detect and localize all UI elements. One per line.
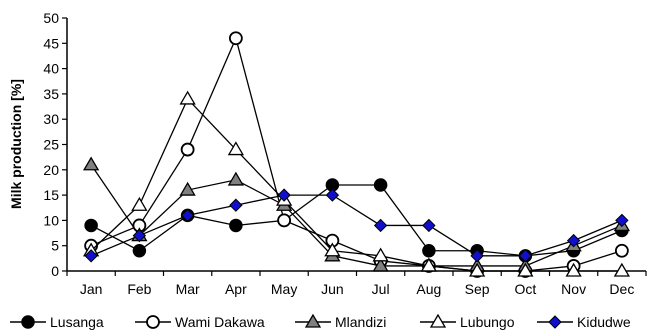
data-point [372,257,389,272]
x-tick-label: Mar [176,281,200,297]
data-point [229,218,243,233]
x-tick-label: Jul [372,281,390,297]
legend-entry: Lusanga [10,314,104,330]
data-point [227,171,245,186]
data-point [324,242,341,257]
series-line [90,194,623,257]
legend-marker [21,315,35,329]
legend-label: Lubungo [460,314,515,330]
series-line [90,184,623,257]
data-point [277,188,291,202]
legend-marker [146,315,160,329]
legend-marker [304,313,322,328]
data-point [132,228,147,243]
data-point [180,142,195,157]
y-tick-label: 35 [43,86,59,102]
data-point [131,196,148,211]
legend-label: Wami Dakawa [175,314,265,330]
y-tick-label: 15 [43,187,59,203]
data-point [422,244,436,258]
y-axis-title: Milk production [%] [8,79,24,209]
data-point [566,233,581,248]
legend-entry: Wami Dakawa [135,314,265,330]
y-tick-label: 40 [43,61,59,77]
legend-entry: Lubungo [420,313,515,330]
x-tick-label: Jan [80,281,103,297]
axes [62,17,647,276]
legend-label: Mlandizi [335,314,386,330]
legend-entry: Kidudwe [537,314,631,330]
data-point [373,178,388,192]
legend-label: Kidudwe [577,314,631,330]
x-tick-label: Jun [321,281,344,297]
data-point [325,188,340,202]
y-tick-label: 30 [43,111,59,127]
data-point [277,213,292,228]
x-tick-label: Feb [127,281,151,297]
data-point [372,247,389,262]
legend-marker [548,315,562,329]
data-point [613,262,631,277]
data-point [373,218,388,233]
y-tick-label: 25 [43,137,59,153]
data-point [422,218,436,233]
legend-entry: Mlandizi [295,313,386,330]
data-point [132,244,147,258]
x-tick-label: May [271,281,297,297]
y-tick-label: 20 [43,162,59,178]
x-tick-label: Sep [465,281,490,297]
x-tick-label: Oct [514,281,536,297]
data-point [84,218,98,233]
series-kidudwe [84,188,629,263]
data-point [468,262,486,277]
data-point [179,181,196,196]
series-line [90,164,623,267]
legend-marker [429,313,447,328]
x-tick-label: Apr [225,281,247,297]
y-tick-label: 10 [43,212,59,228]
x-tick-label: Dec [609,281,634,297]
data-point [228,31,243,46]
data-point [470,249,484,263]
legend-label: Lusanga [50,314,104,330]
data-point [615,213,629,228]
series-line [90,36,623,272]
data-point [179,90,196,105]
data-point [229,198,243,212]
data-point [518,249,533,263]
data-point [420,257,438,272]
data-point [84,249,98,263]
x-tick-label: Nov [561,281,586,297]
data-point [227,141,245,156]
y-tick-label: 45 [43,35,59,51]
x-tick-label: Aug [416,281,441,297]
tick-labels: 0 5 10 15 20 25 30 35 40 45 50 Jan Feb Mar Apr May Jun Ju… [43,10,634,297]
y-tick-label: 50 [43,10,59,26]
series-line [90,97,622,272]
series-wami-dakawa [84,31,629,278]
y-tick-label: 0 [51,263,59,279]
y-tick-label: 5 [51,238,59,254]
series-lubungo [82,90,631,277]
data-point [614,243,629,258]
legend: Lusanga Wami Dakawa Mlandizi Lubungo Kidudwe [10,313,631,330]
series-layer [82,31,631,278]
data-point [82,156,100,171]
data-point [517,262,534,277]
data-point [565,262,582,277]
data-point [180,208,195,223]
